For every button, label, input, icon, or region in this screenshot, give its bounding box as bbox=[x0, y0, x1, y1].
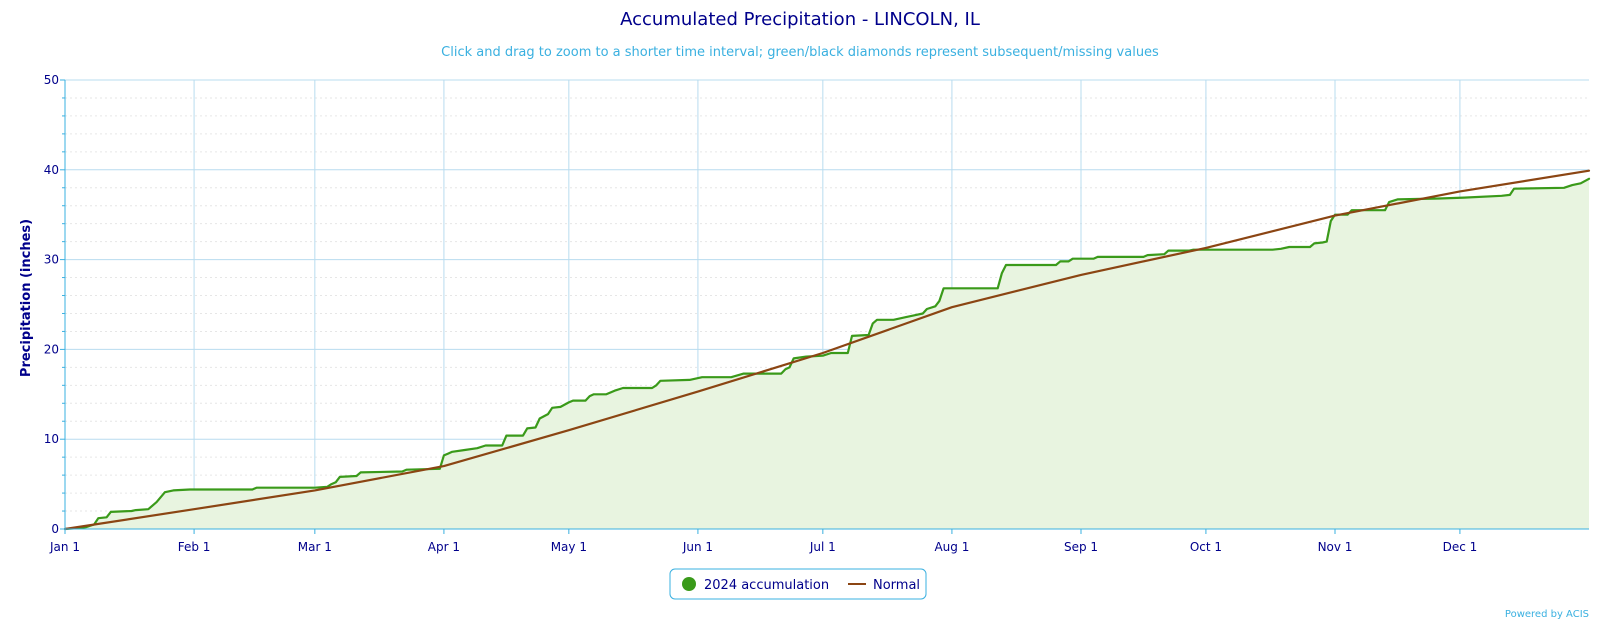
accumulation-area bbox=[65, 178, 1589, 530]
y-tick-label: 40 bbox=[44, 163, 59, 177]
x-tick-label: Nov 1 bbox=[1318, 540, 1353, 554]
y-axis-label: Precipitation (inches) bbox=[19, 219, 34, 377]
y-tick-label: 30 bbox=[44, 253, 59, 267]
x-axis-ticks: Jan 1 Feb 1 Mar 1 Apr 1 May 1 Jun 1 Jul 1 Aug 1… bbox=[49, 529, 1477, 554]
legend-item-normal[interactable]: Normal bbox=[848, 578, 920, 593]
y-tick-label: 0 bbox=[51, 522, 59, 536]
legend-circle-icon bbox=[682, 577, 696, 591]
legend[interactable]: 2024 accumulation Normal bbox=[669, 568, 927, 600]
chart-title: Accumulated Precipitation - LINCOLN, IL bbox=[620, 9, 980, 30]
legend-label-2024: 2024 accumulation bbox=[704, 578, 829, 593]
legend-item-2024[interactable]: 2024 accumulation bbox=[682, 577, 829, 593]
x-tick-label: Jan 1 bbox=[49, 540, 80, 554]
powered-by-credit[interactable]: Powered by ACIS bbox=[1505, 609, 1589, 620]
legend-box bbox=[669, 568, 927, 600]
x-tick-label: Feb 1 bbox=[178, 540, 211, 554]
x-tick-label: Oct 1 bbox=[1190, 540, 1222, 554]
x-tick-label: Jun 1 bbox=[682, 540, 713, 554]
y-axis-ticks: 0 10 20 30 40 50 bbox=[44, 73, 65, 536]
x-tick-label: Mar 1 bbox=[298, 540, 332, 554]
y-tick-label: 10 bbox=[44, 432, 59, 446]
x-tick-label: Apr 1 bbox=[428, 540, 460, 554]
normal-line[interactable] bbox=[63, 169, 1591, 531]
chart-subtitle: Click and drag to zoom to a shorter time… bbox=[441, 45, 1159, 60]
x-tick-label: Aug 1 bbox=[934, 540, 969, 554]
y-tick-label: 50 bbox=[44, 73, 59, 87]
series-lines[interactable] bbox=[63, 169, 1591, 531]
x-tick-label: May 1 bbox=[551, 540, 587, 554]
y-tick-label: 20 bbox=[44, 342, 59, 356]
x-tick-label: Dec 1 bbox=[1443, 540, 1478, 554]
series-area-0 bbox=[65, 178, 1589, 530]
accumulation-line[interactable] bbox=[63, 177, 1591, 531]
legend-label-normal: Normal bbox=[873, 578, 920, 593]
x-tick-label: Jul 1 bbox=[809, 540, 836, 554]
x-tick-label: Sep 1 bbox=[1064, 540, 1098, 554]
